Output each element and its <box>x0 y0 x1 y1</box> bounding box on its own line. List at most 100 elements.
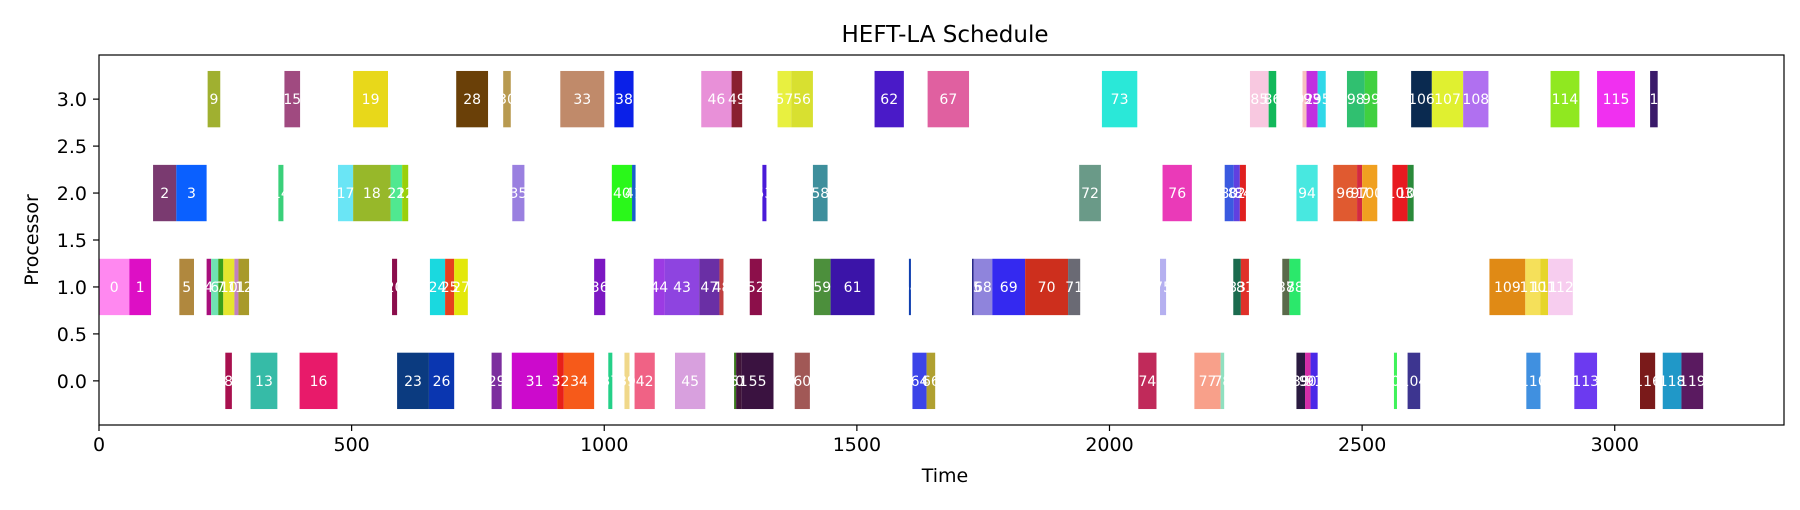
task-bar-34-p0 <box>563 352 595 410</box>
bars-layer <box>99 70 1704 410</box>
task-bar-73-p3 <box>1101 70 1138 128</box>
task-bar-67-p3 <box>927 70 970 128</box>
task-label-13-p0: 13 <box>255 374 273 390</box>
task-bar-19-p3 <box>353 70 389 128</box>
task-bar-28-p3 <box>456 70 489 128</box>
task-label-81-p1: 81 <box>1236 280 1254 296</box>
x-tick-label: 1000 <box>580 434 628 456</box>
task-bar-48-p1 <box>719 258 724 316</box>
task-label-19-p3: 19 <box>362 92 380 108</box>
task-label-60-p0: 60 <box>793 374 811 390</box>
task-label-102-p0: 102 <box>1382 374 1409 390</box>
task-label-72-p2: 72 <box>1081 186 1099 202</box>
x-axis-label: Time <box>921 465 969 487</box>
task-bar-21-p2 <box>390 164 403 222</box>
task-label-69-p1: 69 <box>1000 280 1018 296</box>
task-label-103-p2: 103 <box>1387 186 1414 202</box>
task-label-28-p3: 28 <box>463 92 481 108</box>
task-bar-41-p2 <box>632 164 636 222</box>
task-label-50-p0: 50 <box>726 374 744 390</box>
task-label-36-p1: 36 <box>591 280 609 296</box>
task-bar-45-p0 <box>674 352 706 410</box>
task-label-43-p1: 43 <box>673 280 691 296</box>
task-label-90-p0: 90 <box>1299 374 1317 390</box>
task-label-35-p2: 35 <box>509 186 527 202</box>
task-bar-109-p1 <box>1489 258 1526 316</box>
task-bar-14-p2 <box>278 164 284 222</box>
task-label-18-p2: 18 <box>363 186 381 202</box>
task-label-53-p2: 53 <box>755 186 773 202</box>
task-label-115-p3: 115 <box>1603 92 1630 108</box>
task-bar-7-p1 <box>218 258 224 316</box>
task-bar-46-p3 <box>701 70 732 128</box>
task-bar-117-p3 <box>1650 70 1658 128</box>
task-label-116-p0: 116 <box>1634 374 1661 390</box>
task-bar-112-p1 <box>1548 258 1573 316</box>
task-label-39-p0: 39 <box>618 374 636 390</box>
task-bar-24-p1 <box>429 258 446 316</box>
task-bar-12-p1 <box>238 258 250 316</box>
task-label-92-p3: 92 <box>1296 92 1314 108</box>
task-bar-115-p3 <box>1597 70 1635 128</box>
task-label-83-p1: 83 <box>1228 280 1246 296</box>
task-label-30-p3: 30 <box>498 92 516 108</box>
task-bar-9-p3 <box>207 70 221 128</box>
task-label-10-p1: 10 <box>220 280 238 296</box>
task-bar-65-p1 <box>972 258 974 316</box>
task-bar-40-p2 <box>611 164 633 222</box>
task-label-88-p1: 88 <box>1286 280 1304 296</box>
task-bar-26-p0 <box>428 352 455 410</box>
task-label-118-p0: 118 <box>1659 374 1686 390</box>
task-label-41-p2: 41 <box>625 186 643 202</box>
task-bar-59-p1 <box>813 258 831 316</box>
task-label-113-p0: 113 <box>1572 374 1599 390</box>
task-bar-8-p0 <box>225 352 232 410</box>
task-label-74-p0: 74 <box>1138 374 1156 390</box>
task-bar-51-p0 <box>736 352 742 410</box>
y-tick-label: 1.5 <box>57 230 87 252</box>
task-bar-33-p3 <box>560 70 605 128</box>
task-bar-82-p2 <box>1233 164 1240 222</box>
task-label-40-p2: 40 <box>613 186 631 202</box>
task-bar-111-p1 <box>1540 258 1549 316</box>
task-bar-98-p3 <box>1346 70 1365 128</box>
task-bar-97-p2 <box>1357 164 1363 222</box>
task-label-17-p2: 17 <box>337 186 355 202</box>
task-bar-70-p1 <box>1025 258 1069 316</box>
task-bar-114-p3 <box>1550 70 1580 128</box>
task-bar-16-p0 <box>299 352 338 410</box>
task-bar-49-p3 <box>731 70 743 128</box>
task-bar-103-p2 <box>1392 164 1408 222</box>
task-label-49-p3: 49 <box>728 92 746 108</box>
x-tick-label: 2000 <box>1085 434 1133 456</box>
task-bar-27-p1 <box>454 258 468 316</box>
task-label-93-p3: 93 <box>1303 92 1321 108</box>
x-tick-label: 0 <box>93 434 105 456</box>
task-bar-92-p3 <box>1302 70 1307 128</box>
task-label-32-p0: 32 <box>552 374 570 390</box>
task-label-78-p0: 78 <box>1214 374 1232 390</box>
task-bar-6-p1 <box>211 258 219 316</box>
task-label-64-p0: 64 <box>911 374 929 390</box>
task-bar-116-p0 <box>1640 352 1656 410</box>
task-label-86-p3: 86 <box>1264 92 1282 108</box>
task-label-105-p2: 105 <box>1397 186 1424 202</box>
y-tick-label: 1.0 <box>57 277 87 299</box>
task-bar-42-p0 <box>634 352 655 410</box>
task-label-3-p2: 3 <box>187 186 196 202</box>
y-tick-label: 3.0 <box>57 89 87 111</box>
task-label-104-p0: 104 <box>1401 374 1428 390</box>
task-bar-110-p1 <box>1525 258 1541 316</box>
task-bar-62-p3 <box>874 70 904 128</box>
task-bar-23-p0 <box>397 352 429 410</box>
task-label-11-p1: 11 <box>228 280 246 296</box>
task-label-119-p0: 119 <box>1679 374 1706 390</box>
y-axis-label: Processor <box>21 194 43 286</box>
task-bar-64-p0 <box>912 352 927 410</box>
task-bar-15-p3 <box>284 70 301 128</box>
task-bar-83-p1 <box>1233 258 1241 316</box>
task-bar-52-p1 <box>749 258 762 316</box>
task-bar-107-p3 <box>1431 70 1464 128</box>
